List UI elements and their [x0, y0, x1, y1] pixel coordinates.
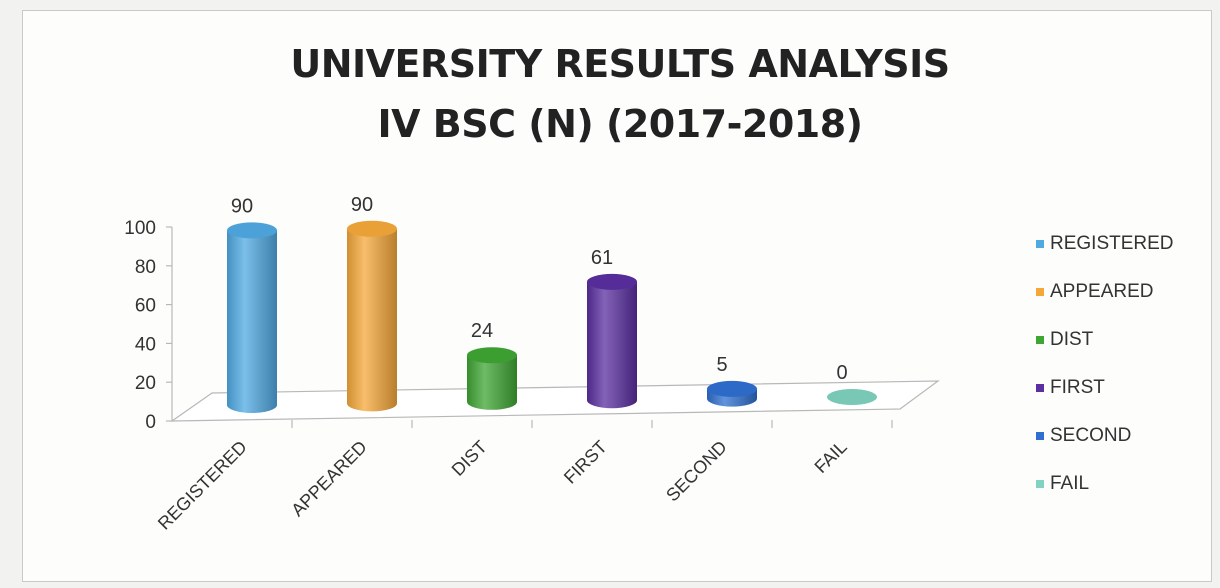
- bar-appeared: [347, 228, 397, 412]
- legend-swatch: [1036, 384, 1044, 392]
- bar-top-dist: [467, 347, 517, 364]
- legend-label: APPEARED: [1050, 281, 1154, 302]
- y-tick-label: 0: [145, 412, 156, 433]
- x-tick-label: SECOND: [662, 437, 731, 506]
- bar-registered: [227, 230, 277, 413]
- legend-label: DIST: [1050, 329, 1094, 350]
- legend-label: REGISTERED: [1050, 233, 1174, 254]
- x-tick-label: APPEARED: [287, 437, 370, 520]
- legend-item-fail: FAIL: [1036, 472, 1216, 496]
- data-label: 90: [231, 195, 253, 217]
- bar-first: [587, 281, 637, 409]
- legend-item-second: SECOND: [1036, 424, 1216, 448]
- legend-swatch: [1036, 480, 1044, 488]
- legend-label: FAIL: [1050, 473, 1090, 494]
- chart-title-block: UNIVERSITY RESULTS ANALYSIS IV BSC (N) (…: [0, 34, 1220, 154]
- y-tick-label: 60: [135, 296, 156, 317]
- legend-item-appeared: APPEARED: [1036, 280, 1216, 304]
- y-tick-label: 80: [135, 257, 156, 278]
- bar-dist: [467, 355, 517, 410]
- data-label: 61: [591, 247, 613, 269]
- legend-swatch: [1036, 432, 1044, 440]
- legend-swatch: [1036, 240, 1044, 248]
- bar-top-second: [707, 380, 757, 397]
- data-label: 0: [836, 362, 847, 384]
- legend-swatch: [1036, 336, 1044, 344]
- x-tick-label: REGISTERED: [154, 437, 251, 534]
- bar-top-fail: [827, 389, 877, 405]
- x-tick-label: DIST: [448, 437, 491, 480]
- x-tick-label: FIRST: [560, 437, 611, 488]
- y-tick-label: 40: [135, 334, 156, 355]
- legend-swatch: [1036, 288, 1044, 296]
- chart-floor: [170, 380, 940, 422]
- bar-top-registered: [227, 222, 277, 239]
- bar-top-first: [587, 273, 637, 290]
- y-tick-label: 20: [135, 373, 156, 394]
- chart-title: UNIVERSITY RESULTS ANALYSIS: [290, 42, 950, 86]
- data-label: 24: [471, 320, 493, 342]
- data-label: 90: [351, 194, 373, 216]
- legend-item-dist: DIST: [1036, 328, 1216, 352]
- chart-subtitle: IV BSC (N) (2017-2018): [377, 102, 863, 146]
- data-label: 5: [716, 354, 727, 376]
- legend-item-first: FIRST: [1036, 376, 1216, 400]
- legend-item-registered: REGISTERED: [1036, 232, 1216, 256]
- bar-top-appeared: [347, 220, 397, 237]
- legend-label: FIRST: [1050, 377, 1105, 398]
- x-tick-label: FAIL: [811, 437, 851, 477]
- legend-label: SECOND: [1050, 425, 1132, 446]
- y-tick-label: 100: [124, 218, 156, 239]
